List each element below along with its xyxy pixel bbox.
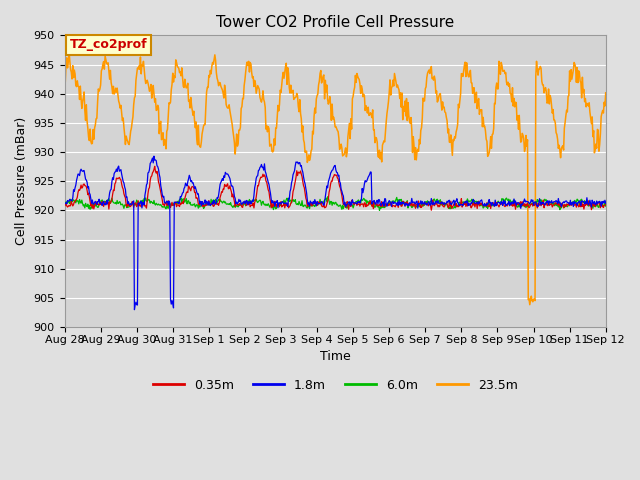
Title: Tower CO2 Profile Cell Pressure: Tower CO2 Profile Cell Pressure <box>216 15 454 30</box>
Y-axis label: Cell Pressure (mBar): Cell Pressure (mBar) <box>15 117 28 245</box>
Legend: 0.35m, 1.8m, 6.0m, 23.5m: 0.35m, 1.8m, 6.0m, 23.5m <box>148 374 523 397</box>
X-axis label: Time: Time <box>320 350 351 363</box>
Text: TZ_co2prof: TZ_co2prof <box>70 38 148 51</box>
